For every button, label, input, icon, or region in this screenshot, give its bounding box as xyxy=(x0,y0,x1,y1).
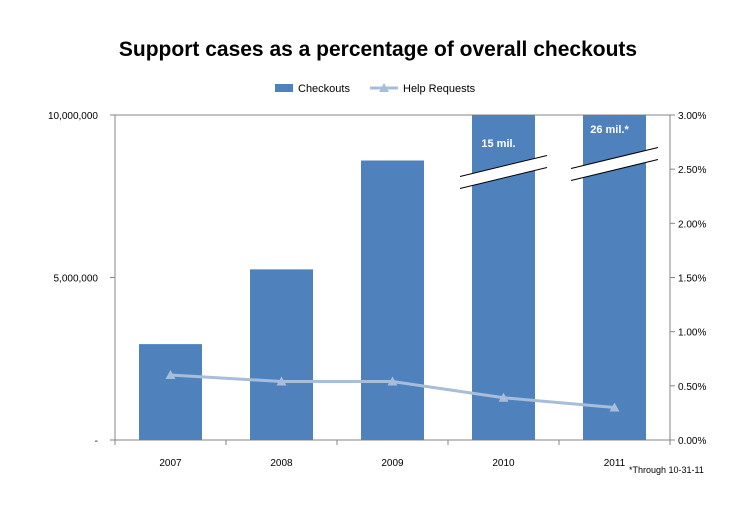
help-requests-point xyxy=(498,392,509,402)
axis-break-line xyxy=(459,155,548,177)
left-tick-label: 10,000,000 xyxy=(48,111,98,122)
legend-label-checkouts: Checkouts xyxy=(298,83,350,95)
left-tick-label: 5,000,000 xyxy=(54,274,99,285)
axis-break xyxy=(459,155,548,189)
line-series xyxy=(165,370,620,412)
bar xyxy=(250,269,313,440)
axis-break-gap xyxy=(460,155,547,189)
bar-series xyxy=(139,115,646,440)
left-tick-label: - xyxy=(95,436,98,447)
right-tick-label: 0.50% xyxy=(678,382,706,393)
right-axis: 0.00% 0.50% 1.00% 1.50% 2.00% 2.50% 3.00% xyxy=(670,111,706,447)
bar-labels: 15 mil. 26 mil.* xyxy=(481,124,629,150)
axis-break-line xyxy=(570,159,659,181)
bar xyxy=(361,160,424,440)
footnote: *Through 10-31-11 xyxy=(629,465,704,475)
axis-break-line xyxy=(570,147,659,169)
right-tick-label: 0.00% xyxy=(678,436,706,447)
legend-marker-help-requests xyxy=(379,83,389,92)
axis-breaks xyxy=(459,147,659,189)
help-requests-point xyxy=(609,402,620,412)
axis-break-gap xyxy=(571,147,658,181)
x-tick-label: 2007 xyxy=(159,458,182,469)
legend-label-help-requests: Help Requests xyxy=(403,83,476,95)
right-tick-label: 2.00% xyxy=(678,219,706,230)
x-tick-label: 2010 xyxy=(492,458,515,469)
left-axis: - 5,000,000 10,000,000 xyxy=(48,111,115,447)
axis-break-line xyxy=(459,167,548,189)
bar-label: 15 mil. xyxy=(481,138,515,150)
bar-label: 26 mil.* xyxy=(590,124,629,136)
right-tick-label: 3.00% xyxy=(678,111,706,122)
legend-swatch-checkouts xyxy=(275,84,293,92)
bar xyxy=(139,344,202,440)
x-tick-label: 2009 xyxy=(381,458,404,469)
axis-break xyxy=(570,147,659,181)
x-tick-label: 2011 xyxy=(604,458,626,469)
right-tick-label: 2.50% xyxy=(678,165,706,176)
right-tick-label: 1.00% xyxy=(678,328,706,339)
chart-title: Support cases as a percentage of overall… xyxy=(118,38,638,61)
legend: Checkouts Help Requests xyxy=(275,83,476,95)
x-axis: 2007 2008 2009 2010 2011 xyxy=(114,440,671,469)
x-tick-label: 2008 xyxy=(270,458,293,469)
help-requests-point xyxy=(276,376,287,386)
right-tick-label: 1.50% xyxy=(678,274,706,285)
help-requests-point xyxy=(165,370,176,379)
help-requests-point xyxy=(387,376,398,386)
